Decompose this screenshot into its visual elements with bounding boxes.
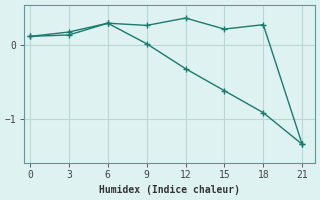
X-axis label: Humidex (Indice chaleur): Humidex (Indice chaleur) — [99, 185, 240, 195]
